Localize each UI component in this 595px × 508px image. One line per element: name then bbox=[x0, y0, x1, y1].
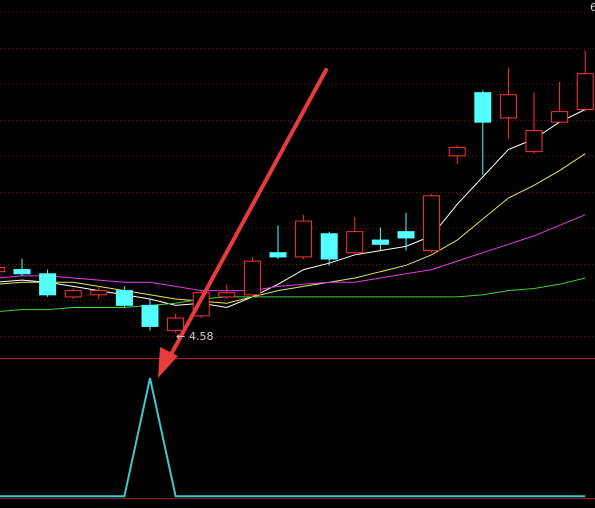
candle-body bbox=[423, 195, 441, 252]
low-arrow: ← bbox=[176, 330, 185, 343]
candle-body bbox=[0, 266, 5, 273]
top-price-label: 6 bbox=[590, 1, 595, 14]
candle-body bbox=[90, 290, 108, 296]
indicator-line bbox=[0, 377, 586, 498]
annotation-arrow-head bbox=[158, 347, 178, 378]
candle-body bbox=[39, 273, 57, 296]
low-price-label: 4.58 bbox=[189, 330, 214, 343]
candle-body bbox=[243, 260, 261, 296]
candle-body bbox=[346, 231, 364, 254]
candle-body bbox=[525, 130, 543, 153]
candle-body bbox=[499, 94, 517, 119]
moving-average bbox=[0, 109, 586, 309]
moving-average bbox=[0, 153, 586, 304]
background-grid-pattern bbox=[0, 0, 595, 358]
candle-body bbox=[295, 220, 313, 258]
moving-average bbox=[0, 277, 586, 312]
candle-body bbox=[13, 269, 31, 275]
candle-body bbox=[551, 111, 569, 123]
candle-body bbox=[218, 292, 236, 298]
candle-body bbox=[141, 304, 159, 327]
moving-average bbox=[0, 214, 586, 292]
candle-body bbox=[397, 231, 415, 239]
annotation-arrow bbox=[166, 68, 328, 362]
candle-body bbox=[576, 73, 594, 111]
candle-body bbox=[320, 233, 338, 260]
marks bbox=[0, 50, 594, 498]
candle-body bbox=[167, 317, 185, 332]
candle-body bbox=[115, 290, 133, 306]
candle-body bbox=[474, 92, 492, 123]
candle-body bbox=[64, 290, 82, 298]
candle-body bbox=[448, 146, 466, 157]
candle-body bbox=[371, 239, 389, 245]
candle-body bbox=[269, 252, 287, 258]
